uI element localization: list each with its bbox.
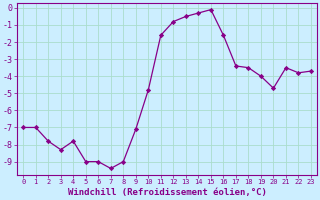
X-axis label: Windchill (Refroidissement éolien,°C): Windchill (Refroidissement éolien,°C) [68, 188, 267, 197]
